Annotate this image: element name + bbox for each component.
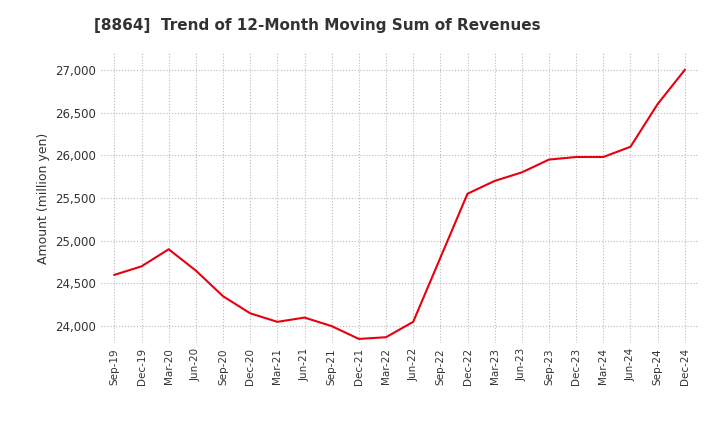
Text: [8864]  Trend of 12-Month Moving Sum of Revenues: [8864] Trend of 12-Month Moving Sum of R… — [94, 18, 540, 33]
Y-axis label: Amount (million yen): Amount (million yen) — [37, 132, 50, 264]
